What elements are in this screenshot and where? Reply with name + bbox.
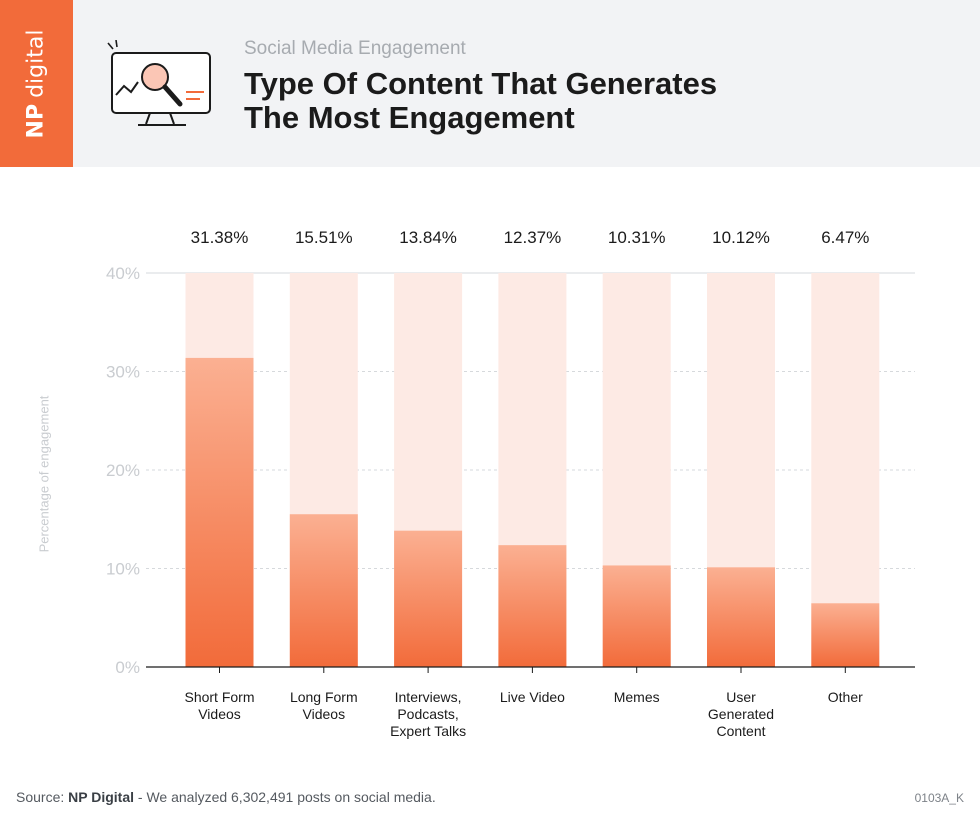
bars: [185, 357, 880, 667]
bar: [602, 565, 671, 667]
chart-title: Type Of Content That Generates The Most …: [244, 67, 884, 135]
bar: [498, 545, 567, 667]
bar-chart: 0% 10% 20% 30% 40% 31.38% 15.51% 13.84% 12.37% 1…: [106, 228, 915, 739]
y-tick-label: 0%: [115, 658, 140, 677]
category-label: Memes: [614, 689, 660, 705]
value-label: 10.31%: [608, 228, 666, 247]
chart-title-line-2: The Most Engagement: [244, 100, 575, 135]
category-label: Other: [828, 689, 863, 705]
y-tick-label: 30%: [106, 363, 140, 382]
value-label: 15.51%: [295, 228, 353, 247]
category-label: User Generated Content: [708, 689, 774, 739]
chart-subtitle: Social Media Engagement: [244, 38, 466, 59]
value-label: 10.12%: [712, 228, 770, 247]
header-banner: NPdigital Social Media Engagement Type O…: [0, 0, 980, 167]
category-label: Live Video: [500, 689, 565, 705]
y-tick-label: 10%: [106, 560, 140, 579]
category-label: Long Form Videos: [290, 689, 358, 722]
bar-track: [811, 273, 880, 667]
monitor-magnifier-icon: [107, 40, 211, 126]
bar: [394, 530, 463, 667]
source-note: Source: NP Digital - We analyzed 6,302,4…: [16, 789, 436, 805]
y-tick-label: 40%: [106, 264, 140, 283]
category-labels: Short Form Videos Long Form Videos Interview…: [184, 667, 863, 739]
value-label: 6.47%: [821, 228, 869, 247]
value-label: 12.37%: [504, 228, 562, 247]
bar: [185, 357, 254, 667]
category-label: Interviews, Podcasts, Expert Talks: [390, 689, 466, 739]
category-label: Short Form Videos: [184, 689, 254, 722]
value-label: 31.38%: [191, 228, 249, 247]
bar: [289, 514, 358, 667]
brand-logo-text: NPdigital: [23, 29, 49, 139]
y-tick-label: 20%: [106, 461, 140, 480]
bar: [707, 567, 775, 667]
value-label: 13.84%: [399, 228, 457, 247]
bar: [811, 603, 880, 667]
chart-title-line-1: Type Of Content That Generates: [244, 66, 718, 101]
y-tick-labels: 0% 10% 20% 30% 40%: [106, 264, 140, 677]
figure-code: 0103A_K: [914, 791, 964, 805]
value-labels: 31.38% 15.51% 13.84% 12.37% 10.31% 10.12% 6.47…: [191, 228, 870, 247]
brand-logo: NPdigital: [0, 0, 73, 167]
